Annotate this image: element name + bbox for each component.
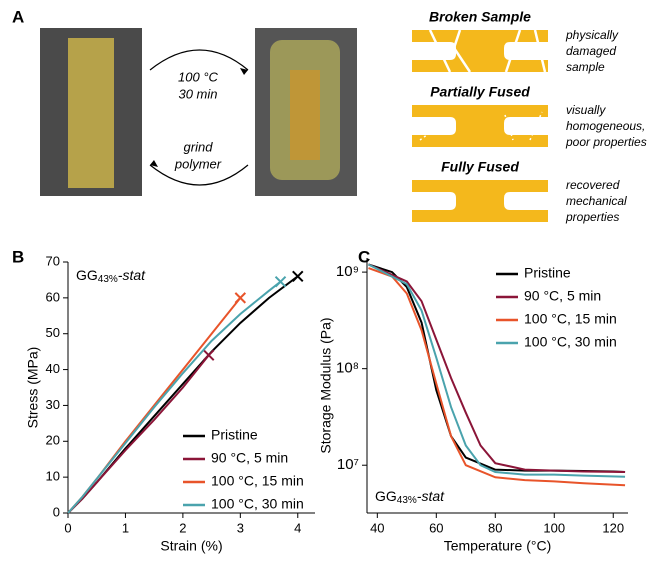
dogbone — [412, 105, 548, 147]
break-marker — [203, 349, 215, 361]
y-tick-label: 0 — [53, 504, 60, 519]
panel-label: B — [12, 247, 24, 266]
y-axis-label: Stress (MPa) — [25, 347, 41, 429]
y-tick-label: 30 — [46, 397, 60, 412]
arrow-forward — [149, 49, 249, 71]
series-line — [67, 354, 210, 514]
annotation-part: -stat — [417, 488, 445, 504]
state-description: visually — [566, 103, 606, 117]
crack — [533, 29, 547, 73]
crack — [428, 29, 452, 73]
x-tick-label: 1 — [122, 520, 129, 535]
legend-label: 100 °C, 30 min — [211, 496, 304, 512]
y-tick-label: 20 — [46, 433, 60, 448]
state-description: damaged — [566, 44, 616, 58]
x-tick-label: 0 — [64, 520, 71, 535]
state-description: poor properties — [565, 135, 647, 149]
crack — [452, 29, 472, 73]
polymer-fragments — [68, 38, 114, 188]
arrowhead — [150, 160, 158, 167]
state-description: mechanical — [566, 194, 627, 208]
x-axis-label: Temperature (°C) — [444, 538, 552, 554]
y-tick-label: 60 — [46, 289, 60, 304]
panel-label: C — [358, 247, 370, 266]
legend-label: 100 °C, 15 min — [524, 311, 617, 327]
weak-seam — [529, 111, 543, 141]
reverse-label: polymer — [174, 156, 222, 171]
annotation: GG43%-stat — [76, 267, 146, 285]
dogbone-in-photo — [290, 70, 320, 160]
annotation: GG43%-stat — [375, 488, 445, 506]
annotation-part: -stat — [118, 267, 146, 283]
legend-label: 100 °C, 15 min — [211, 473, 304, 489]
legend-label: Pristine — [524, 265, 571, 281]
legend-label: 100 °C, 30 min — [524, 334, 617, 350]
annotation-part: 43% — [397, 495, 417, 506]
legend-label: Pristine — [211, 427, 258, 443]
x-tick-label: 100 — [543, 520, 565, 535]
crack — [504, 29, 522, 73]
legend-label: 90 °C, 5 min — [524, 288, 601, 304]
weak-seam — [419, 117, 451, 141]
series-line — [67, 280, 282, 514]
y-tick-label: 10⁷ — [337, 456, 359, 473]
break-marker — [292, 270, 304, 283]
y-tick-label: 50 — [46, 325, 60, 340]
weak-seam — [504, 114, 514, 141]
y-axis-label: Storage Modulus (Pa) — [318, 317, 334, 453]
state-description: sample — [566, 60, 605, 74]
x-tick-label: 3 — [237, 520, 244, 535]
y-tick-label: 10 — [46, 469, 60, 484]
series-line — [368, 263, 626, 474]
state-title: Broken Sample — [429, 9, 531, 25]
state-description: homogeneous, — [566, 119, 645, 133]
annotation-part: GG — [76, 267, 98, 283]
break-marker — [234, 292, 247, 304]
forward-label: 30 min — [178, 86, 217, 101]
annotation-part: GG — [375, 488, 397, 504]
annotation-part: 43% — [98, 274, 118, 285]
x-tick-label: 120 — [602, 520, 624, 535]
sample-states: Broken Sample physically damaged sample Part… — [412, 9, 647, 224]
state-description: properties — [565, 210, 619, 224]
series-line — [368, 263, 626, 478]
arrowhead — [240, 68, 248, 75]
x-tick-label: 80 — [488, 520, 502, 535]
y-tick-label: 70 — [46, 253, 60, 268]
state-title: Partially Fused — [430, 84, 530, 100]
break-marker — [274, 276, 287, 288]
x-tick-label: 2 — [179, 520, 186, 535]
state-description: physically — [565, 28, 619, 42]
reverse-label: grind — [184, 139, 214, 154]
y-tick-label: 40 — [46, 361, 60, 376]
forward-label: 100 °C — [178, 69, 219, 84]
x-tick-label: 40 — [370, 520, 384, 535]
state-description: recovered — [566, 178, 620, 192]
x-axis-label: Strain (%) — [160, 538, 222, 554]
state-title: Fully Fused — [441, 159, 519, 175]
dogbone — [412, 180, 548, 222]
x-tick-label: 4 — [294, 520, 301, 535]
y-tick-label: 10⁹ — [336, 263, 359, 280]
legend-label: 90 °C, 5 min — [211, 450, 288, 466]
panel-label: A — [12, 7, 24, 26]
x-tick-label: 60 — [429, 520, 443, 535]
arrow-reverse — [149, 164, 249, 186]
y-tick-label: 10⁸ — [336, 360, 359, 377]
series-line — [368, 267, 626, 487]
